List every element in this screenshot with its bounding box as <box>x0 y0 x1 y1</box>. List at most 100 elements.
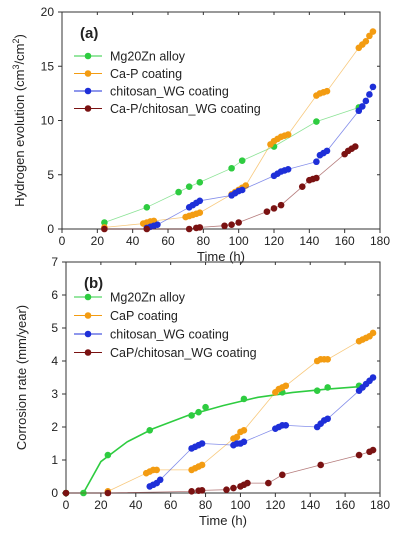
legend-label: Mg20Zn alloy <box>110 291 186 305</box>
data-point <box>369 329 377 337</box>
data-point <box>323 147 331 155</box>
x-tick-label: 180 <box>370 234 390 248</box>
legend-marker <box>84 349 92 356</box>
x-tick-label: 80 <box>199 498 213 512</box>
x-tick-label: 100 <box>229 234 249 248</box>
data-point <box>277 201 285 209</box>
y-tick-label: 3 <box>51 387 58 401</box>
x-tick-label: 60 <box>164 498 178 512</box>
y-tick-label: 1 <box>51 453 58 467</box>
data-point <box>223 486 230 494</box>
data-point <box>284 166 292 173</box>
data-point <box>369 446 377 454</box>
data-point <box>313 174 320 182</box>
data-point <box>355 451 363 459</box>
y-axis-title-part: 3 <box>11 65 21 70</box>
legend-label: Ca-P/chitosan_WG coating <box>110 102 261 116</box>
y-tick-label: 0 <box>47 222 54 236</box>
data-point <box>202 403 209 411</box>
data-point <box>175 188 182 196</box>
data-point <box>240 427 248 434</box>
legend-label: Ca-P coating <box>110 67 182 81</box>
y-axis-title-part: 2 <box>11 39 21 44</box>
data-point <box>101 225 108 233</box>
data-point <box>240 395 248 403</box>
legend-label: CaP/chitosan_WG coating <box>110 346 257 360</box>
x-tick-label: 140 <box>300 498 320 512</box>
data-point <box>185 183 193 190</box>
data-point <box>282 382 290 390</box>
data-point <box>359 103 366 110</box>
legend-label: chitosan_WG coating <box>110 328 229 342</box>
data-point <box>198 440 206 447</box>
legend-marker <box>84 52 92 60</box>
plot-frame <box>61 11 381 230</box>
data-point <box>284 131 292 138</box>
panel-label: (a) <box>80 25 98 42</box>
series-2 <box>146 374 377 490</box>
legend: Mg20Zn alloy CaP coating chitosan_WG coati… <box>74 291 257 360</box>
data-point <box>196 179 204 186</box>
series-3 <box>101 143 359 233</box>
x-tick-label: 20 <box>91 234 105 248</box>
data-point <box>228 221 235 228</box>
data-point <box>279 471 286 479</box>
data-point <box>298 183 306 190</box>
data-point <box>263 208 271 215</box>
legend-marker <box>84 293 92 301</box>
y-tick-label: 15 <box>41 59 55 73</box>
y-axis-title: Corrosion rate (mm/year) <box>14 305 29 450</box>
series-3 <box>62 446 377 497</box>
legend-marker <box>84 312 92 319</box>
data-point <box>233 433 241 441</box>
data-point <box>265 479 272 487</box>
x-tick-label: 40 <box>126 234 140 248</box>
y-tick-label: 6 <box>51 288 58 302</box>
data-point <box>313 158 320 166</box>
data-point <box>62 489 70 497</box>
data-point <box>313 387 321 395</box>
data-point <box>362 37 370 45</box>
data-point <box>196 224 204 231</box>
legend-label: Mg20Zn alloy <box>110 50 186 64</box>
legend-marker <box>84 87 92 95</box>
data-point <box>185 225 193 233</box>
x-tick-label: 160 <box>335 234 355 248</box>
y-tick-label: 4 <box>51 354 58 368</box>
data-point <box>228 164 235 172</box>
data-point <box>198 487 206 494</box>
series-line <box>104 107 359 223</box>
y-tick-label: 10 <box>41 114 55 128</box>
data-point <box>196 209 204 217</box>
plot-frame <box>65 261 381 494</box>
y-tick-label: 5 <box>47 168 54 182</box>
y-axis-title-part: /cm <box>12 44 27 65</box>
y-tick-label: 20 <box>41 5 55 19</box>
data-point <box>146 427 154 434</box>
data-point <box>104 451 112 459</box>
data-point <box>240 438 248 446</box>
data-point <box>188 412 195 419</box>
data-point <box>238 186 246 194</box>
legend-marker <box>84 105 92 112</box>
legend-label: chitosan_WG coating <box>110 85 229 99</box>
y-tick-label: 5 <box>51 321 58 335</box>
data-point <box>362 97 370 105</box>
data-point <box>154 221 161 228</box>
data-point <box>235 219 242 226</box>
series-line <box>66 449 374 494</box>
data-point <box>244 479 251 487</box>
series-2 <box>143 83 377 232</box>
y-tick-label: 0 <box>51 486 58 500</box>
data-point <box>196 197 204 205</box>
x-tick-label: 60 <box>161 234 175 248</box>
x-axis-title: Time (h) <box>199 513 247 528</box>
data-point <box>369 83 377 91</box>
data-point <box>270 205 278 212</box>
x-tick-label: 40 <box>129 498 143 512</box>
legend-marker <box>84 70 92 77</box>
series-line <box>107 332 374 492</box>
data-point <box>143 225 151 233</box>
fit-curve <box>82 385 360 494</box>
